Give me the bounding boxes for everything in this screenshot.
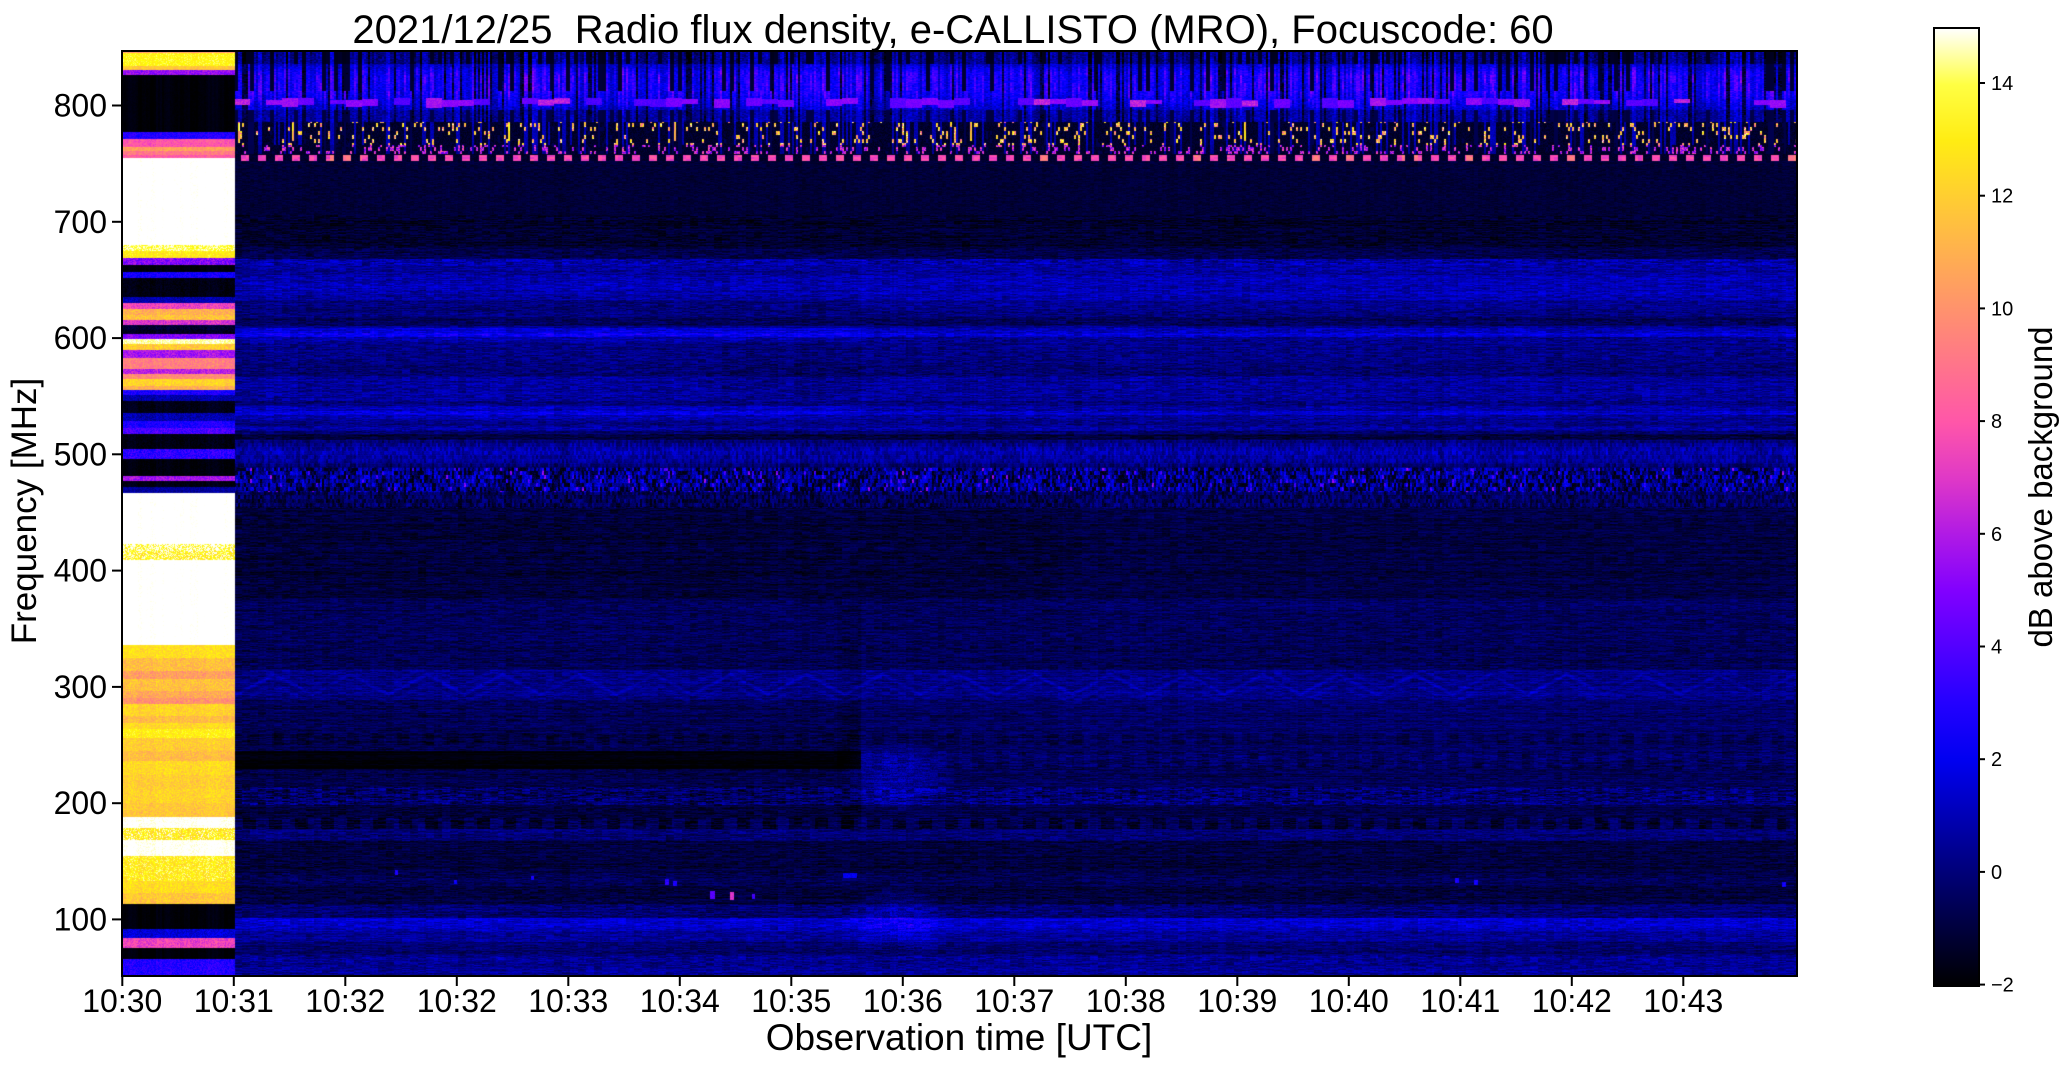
svg-text:8: 8 — [1991, 411, 2002, 433]
svg-text:10:39: 10:39 — [1197, 983, 1277, 1019]
svg-text:10:34: 10:34 — [640, 983, 720, 1019]
svg-text:300: 300 — [54, 669, 107, 705]
svg-text:2021/12/25 Radio flux density: 2021/12/25 Radio flux density, e-CALLIST… — [352, 8, 1553, 52]
svg-text:Observation time [UTC]: Observation time [UTC] — [766, 1017, 1153, 1058]
svg-text:10:37: 10:37 — [974, 983, 1054, 1019]
svg-text:2: 2 — [1991, 749, 2002, 771]
svg-text:10:35: 10:35 — [751, 983, 831, 1019]
svg-text:10:31: 10:31 — [194, 983, 274, 1019]
svg-text:0: 0 — [1991, 862, 2002, 884]
svg-text:10:38: 10:38 — [1086, 983, 1166, 1019]
svg-text:10:40: 10:40 — [1309, 983, 1389, 1019]
svg-text:10:32: 10:32 — [305, 983, 385, 1019]
svg-text:100: 100 — [54, 901, 107, 937]
svg-text:600: 600 — [54, 320, 107, 356]
svg-text:10:43: 10:43 — [1643, 983, 1723, 1019]
svg-text:12: 12 — [1991, 186, 2013, 208]
svg-text:Frequency [MHz]: Frequency [MHz] — [5, 378, 44, 644]
svg-text:10: 10 — [1991, 298, 2013, 320]
svg-text:500: 500 — [54, 436, 107, 472]
svg-text:6: 6 — [1991, 524, 2002, 546]
svg-text:10:32: 10:32 — [417, 983, 497, 1019]
svg-text:200: 200 — [54, 785, 107, 821]
svg-text:dB above background: dB above background — [2022, 326, 2059, 647]
svg-text:14: 14 — [1991, 73, 2013, 95]
svg-text:4: 4 — [1991, 637, 2002, 659]
svg-text:−2: −2 — [1991, 975, 2014, 997]
svg-text:10:30: 10:30 — [82, 983, 162, 1019]
svg-text:10:33: 10:33 — [528, 983, 608, 1019]
svg-text:10:42: 10:42 — [1532, 983, 1612, 1019]
svg-text:10:36: 10:36 — [863, 983, 943, 1019]
svg-text:800: 800 — [54, 88, 107, 124]
svg-text:700: 700 — [54, 204, 107, 240]
svg-text:400: 400 — [54, 553, 107, 589]
svg-text:10:41: 10:41 — [1420, 983, 1500, 1019]
